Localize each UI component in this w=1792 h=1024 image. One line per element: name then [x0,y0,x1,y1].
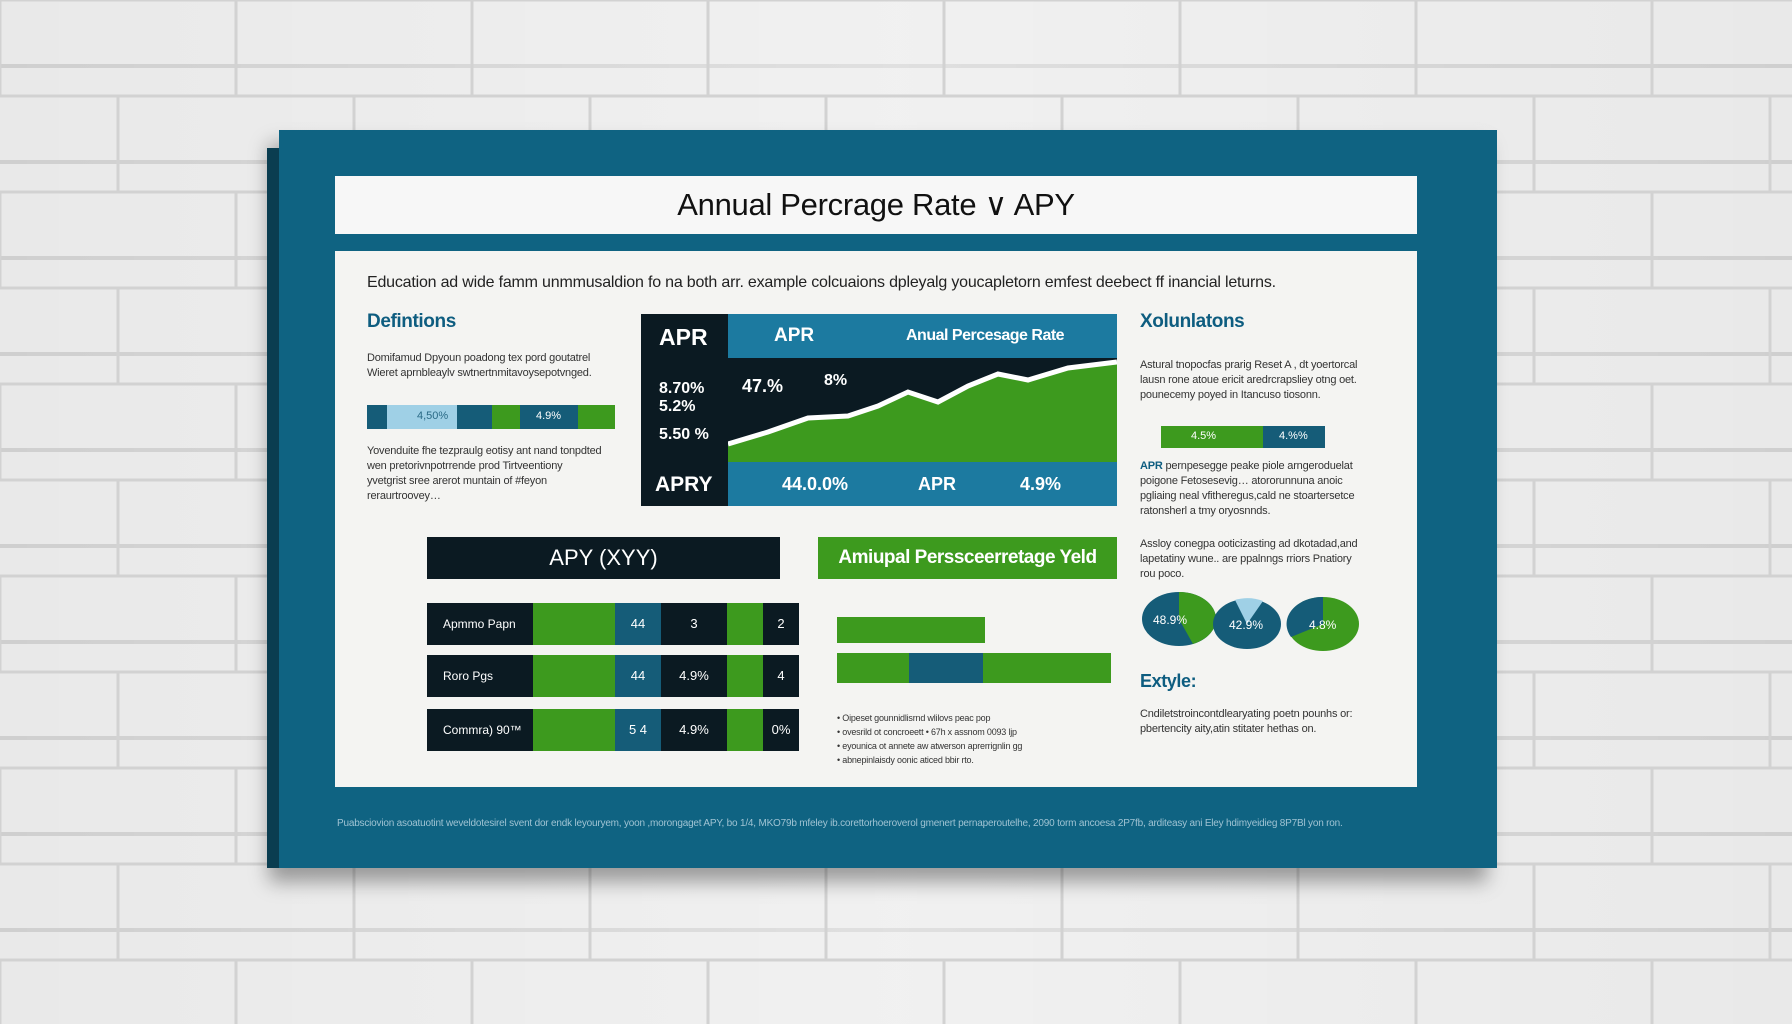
chart-val-2: 8% [824,372,848,389]
apr-line [727,359,1118,447]
pie-chart-3: 4.8% [1286,596,1359,651]
yield-bullets: • Oipeset gounnidlisrnd wlilovs peac pop… [837,713,1023,765]
pie-label-2: 42.9% [1229,618,1263,632]
xolunlations-text-1: Astural tnopocfas prarig Reset A , dt yo… [1140,359,1358,401]
apr-panel: APR 8.70% 5.2% 5.50 % APRY APR Anual Per… [641,314,1118,506]
example-text: Cndiletstroincontdlearyating poetn pounh… [1140,708,1353,735]
definitions-text-1: Domifamud Dpyoun poadong tex pord goutat… [367,352,592,379]
definitions-heading: Defintions [367,311,456,332]
content-panel: Education ad wide famm unmmusaldion fo n… [335,251,1417,787]
apr-bottom-bar: 44.0.0% APR 4.9% [728,462,1117,506]
table-row: Apmmo Papn 44 3 2 [427,603,799,645]
table-row: Commra) 90™ 5 4 4.9% 0% [427,709,799,751]
apr-chart-area: 47.% 8% [727,358,1118,462]
title-bar: Annual Percrage Rate ∨ APY [335,176,1417,234]
definitions-text-2: Yovenduite fhe tezpraulg eotisy ant nand… [367,445,602,502]
apy-table-heading: APY (XYY) [427,537,780,579]
example-heading: Extyle: [1140,671,1197,691]
chart-val-1: 47.% [742,376,784,396]
intro-text: Education ad wide famm unmmusaldion fo n… [367,274,1276,291]
apr-area [728,362,1117,462]
pie-label-3: 4.8% [1309,618,1337,632]
table-row: Roro Pgs 44 4.9% 4 [427,655,799,697]
poster-title: Annual Percrage Rate ∨ APY [677,187,1075,222]
pie-charts: 48.9% 42.9% 4.8% [1142,592,1359,651]
pie-chart-2: 42.9% [1213,598,1281,649]
apr-area-chart [727,359,1118,462]
xolunlations-text-2: APR pernpesegge peake piole arngeroduela… [1140,460,1355,517]
apr-header-bar: APR Anual Percesage Rate [728,314,1117,358]
xolunlations-text-3: Assloy conegpa ooticizasting ad dkotadad… [1140,538,1358,580]
poster-frame: Annual Percrage Rate ∨ APY Education ad … [267,130,1497,868]
xolunlations-heading: Xolunlatons [1140,311,1245,332]
pie-chart-1: 48.9% [1142,592,1216,646]
apry-left-label: APRY [655,473,713,496]
pie-label-1: 48.9% [1153,613,1187,627]
yield-heading: Amiupal Perssceerretage Yeld [818,537,1117,579]
footer-text: Puabsciovion asoatuotint weveldotesirel … [337,818,1343,829]
apr-left-label: APR [659,324,708,350]
